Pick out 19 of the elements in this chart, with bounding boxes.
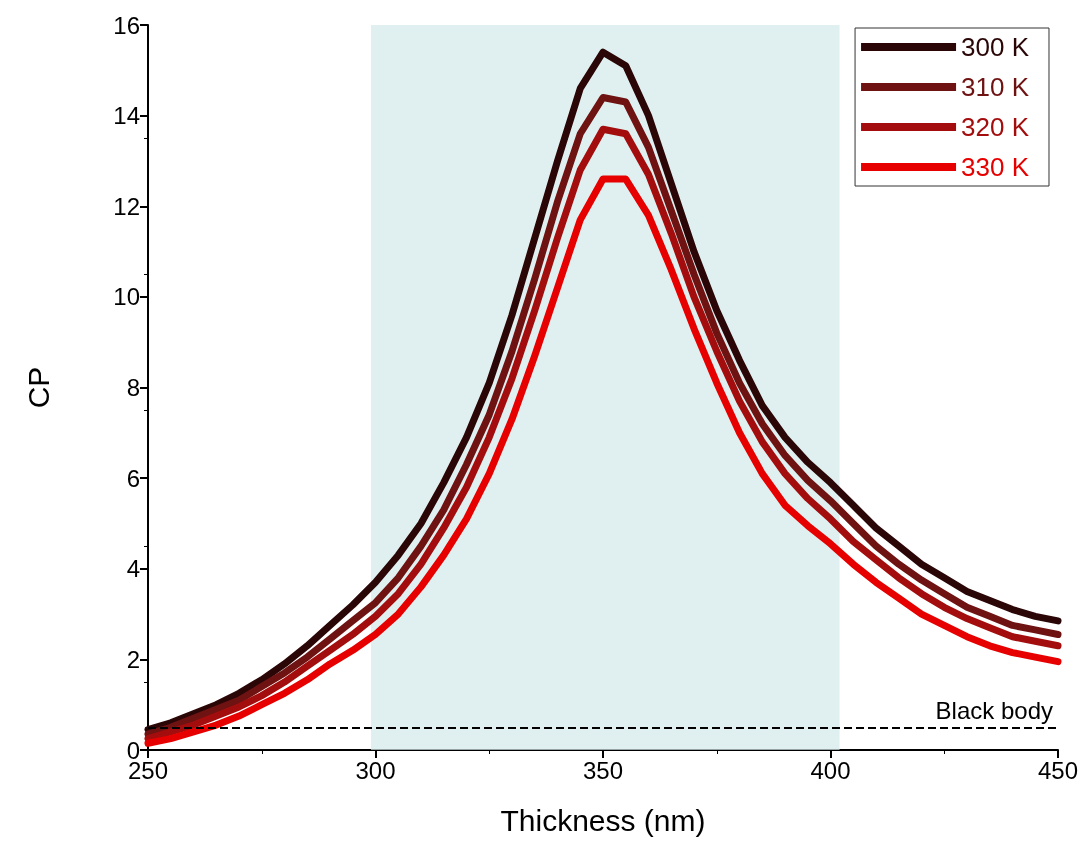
- y-tick-label: 4: [126, 555, 140, 583]
- y-tick-label: 16: [113, 11, 140, 39]
- x-tick-label: 300: [355, 756, 396, 784]
- y-tick-label: 10: [113, 283, 140, 311]
- legend-label: 300 K: [961, 32, 1030, 62]
- legend-label: 310 K: [961, 72, 1030, 102]
- x-axis-title: Thickness (nm): [500, 803, 706, 837]
- y-tick-label: 12: [113, 192, 140, 220]
- legend-label: 330 K: [961, 152, 1030, 182]
- y-tick-label: 8: [126, 374, 140, 401]
- legend-label: 320 K: [961, 112, 1030, 142]
- y-tick-label: 6: [126, 464, 140, 492]
- ref-line-label: Black body: [935, 696, 1053, 724]
- y-axis-title: CP: [21, 366, 55, 409]
- x-tick-label: 450: [1037, 756, 1079, 784]
- y-tick-label: 2: [126, 645, 140, 673]
- x-tick-label: 350: [582, 756, 624, 784]
- x-tick-label: 400: [810, 756, 851, 784]
- y-tick-label: 14: [113, 102, 140, 130]
